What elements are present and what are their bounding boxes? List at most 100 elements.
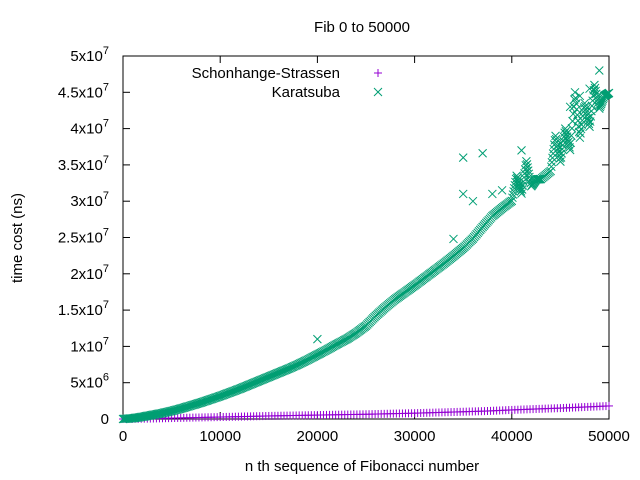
data-point [215, 391, 225, 401]
data-point-trail [596, 99, 606, 109]
data-point-trail [566, 138, 576, 148]
data-point [313, 334, 322, 344]
data-point [351, 328, 361, 338]
data-point [468, 196, 478, 206]
data-point [594, 104, 604, 113]
data-point [118, 414, 128, 424]
data-point [196, 398, 206, 408]
data-point [332, 339, 342, 349]
data-point [532, 404, 541, 413]
x-tick-label: 30000 [394, 428, 436, 445]
x-tick-label: 20000 [297, 428, 339, 445]
data-point [235, 384, 244, 394]
data-point [575, 91, 585, 101]
data-point [580, 98, 590, 108]
data-point [191, 413, 200, 422]
data-point [289, 411, 298, 420]
data-point [556, 138, 565, 148]
data-point [293, 360, 303, 369]
y-tick-label: 4.5x107 [58, 81, 109, 101]
data-point [517, 146, 526, 155]
data-point-trail [584, 119, 594, 129]
data-point [362, 410, 370, 419]
data-point [371, 311, 381, 321]
x-tick-label: 10000 [199, 428, 241, 445]
data-point [585, 84, 594, 94]
data-point-trail [566, 131, 576, 140]
y-tick-mantissa: 3.5x10 [58, 157, 103, 174]
data-point-trail [563, 137, 573, 147]
y-tick-label: 0 [101, 411, 109, 428]
y-tick-label: 3.5x107 [58, 154, 109, 174]
data-point [439, 259, 449, 268]
data-point [410, 409, 419, 418]
data-point [570, 87, 580, 97]
data-point [556, 157, 565, 166]
y-tick-exponent: 7 [103, 227, 109, 239]
data-point [488, 189, 497, 199]
data-point [522, 156, 531, 166]
y-tick-mantissa: 5x10 [70, 375, 103, 392]
legend-marker [373, 87, 383, 97]
data-point [303, 355, 313, 365]
data-point [580, 403, 589, 412]
data-point [517, 189, 526, 198]
data-point [483, 407, 492, 416]
y-tick-exponent: 7 [103, 190, 109, 202]
data-point [400, 287, 410, 297]
data-point-trail [597, 97, 607, 107]
chart-title: Fib 0 to 50000 [314, 19, 410, 36]
data-point [565, 145, 575, 155]
y-tick-mantissa: 2x10 [70, 266, 103, 283]
data-point [225, 388, 235, 397]
x-axis-label: n th sequence of Fibonacci number [245, 458, 479, 475]
data-point [322, 345, 332, 355]
data-point-trail [173, 405, 183, 414]
data-point [337, 410, 346, 419]
plot-frame [122, 55, 610, 420]
data-point [531, 175, 541, 184]
data-point [167, 406, 176, 416]
data-point [313, 411, 322, 420]
data-point [560, 124, 570, 133]
data-point [216, 413, 225, 422]
y-tick-label: 2x107 [70, 263, 109, 283]
data-point-trail [561, 126, 571, 136]
data-point [546, 166, 556, 176]
data-point [478, 148, 487, 158]
y-tick-label: 3x107 [70, 190, 109, 210]
data-point [512, 171, 522, 181]
y-tick-mantissa: 4.5x10 [58, 84, 103, 101]
y-tick-mantissa: 1x10 [70, 338, 103, 355]
y-tick-label: 1.5x107 [58, 299, 109, 319]
y-tick-label: 4x107 [70, 118, 109, 138]
data-point [206, 395, 215, 404]
y-tick-label: 2.5x107 [58, 227, 109, 247]
data-point [478, 222, 487, 232]
y-tick-exponent: 7 [103, 81, 109, 93]
data-point [585, 122, 594, 132]
data-point [157, 408, 167, 418]
x-tick-label: 50000 [588, 428, 630, 445]
data-point [381, 302, 390, 312]
data-point [449, 234, 458, 244]
data-point [176, 404, 186, 413]
data-point [459, 407, 468, 416]
data-point [507, 196, 517, 206]
data-point [434, 408, 443, 417]
data-point [274, 368, 283, 378]
y-tick-label: 5x106 [70, 372, 109, 392]
data-point [386, 409, 395, 418]
data-point [458, 153, 468, 162]
data-point [390, 294, 400, 304]
data-point [449, 251, 458, 261]
y-tick-mantissa: 5x10 [70, 48, 103, 65]
legend: Schonhange-Strassen Karatsuba [192, 65, 383, 101]
data-point [342, 334, 351, 344]
y-tick-label: 5x107 [70, 45, 109, 65]
y-tick-exponent: 7 [103, 45, 109, 57]
legend-marker [374, 69, 382, 77]
y-tick-exponent: 7 [103, 335, 109, 347]
data-point [590, 80, 599, 90]
